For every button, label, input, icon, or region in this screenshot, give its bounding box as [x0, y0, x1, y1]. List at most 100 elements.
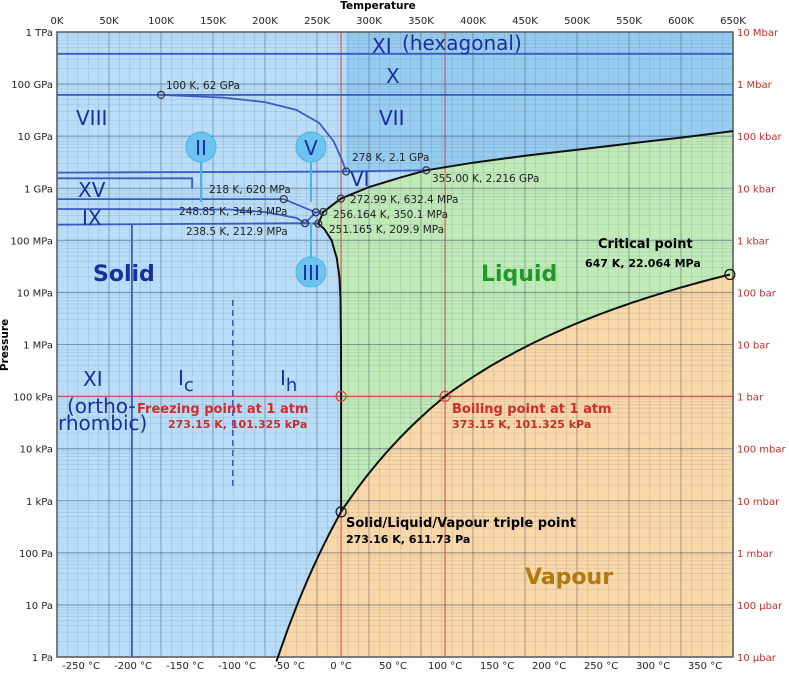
left-tick-label: 10 Pa [25, 601, 53, 612]
boiling-point-marker [439, 390, 451, 402]
phase-label-xi-hexagonal: XI [372, 34, 392, 58]
phase-label-xi-orthorhombic: XI [83, 367, 103, 391]
top-tick-label: 150K [200, 16, 226, 27]
bottom-tick-label: 350 °C [688, 661, 722, 672]
bottom-tick-label: -150 °C [166, 661, 204, 672]
critical-point-title: Critical point [598, 237, 693, 252]
right-tick-label: 1 Mbar [737, 80, 773, 91]
bottom-tick-label: 150 °C [480, 661, 514, 672]
phase-label-vii: VII [379, 106, 404, 130]
top-tick-label: 450K [512, 16, 538, 27]
melting-curve [316, 130, 734, 512]
triple-point-marker [311, 208, 320, 217]
bottom-tick-label: 0 °C [330, 661, 352, 672]
vapour-region [276, 274, 733, 662]
region-label-liquid: Liquid [481, 262, 557, 287]
left-tick-label: 100 kPa [13, 393, 53, 404]
triple-point-marker [336, 194, 346, 203]
freezing-point-marker [335, 390, 347, 402]
phase-label-vi: VI [350, 167, 370, 191]
left-tick-label: 1 kPa [26, 497, 53, 508]
point-label: 251.165 K, 209.9 MPa [329, 224, 444, 236]
triple-point-marker [314, 219, 323, 228]
left-tick-label: 100 GPa [11, 80, 53, 91]
phase-label-iii: III [302, 261, 320, 285]
phase-boundaries [56, 53, 734, 662]
bottom-tick-label: 100 °C [428, 661, 462, 672]
point-markers [156, 90, 736, 518]
ortho-label-1: (ortho- [67, 394, 136, 418]
bottom-tick-label: 300 °C [636, 661, 670, 672]
right-tick-label: 100 bar [737, 288, 777, 299]
bottom-tick-label: 250 °C [584, 661, 618, 672]
boundary-viii-vii [160, 94, 347, 172]
top-tick-label: 300K [356, 16, 382, 27]
right-tick-label: 10 kbar [737, 184, 776, 195]
triple-point-marker [279, 194, 288, 204]
freezing-point-title: Freezing point at 1 atm [137, 402, 309, 417]
top-tick-label: 400K [460, 16, 486, 27]
top-tick-label: 50K [99, 16, 119, 27]
right-tick-label: 10 mbar [737, 497, 780, 508]
freezing-point-label: 273.15 K, 101.325 kPa [168, 418, 307, 431]
right-tick-label: 1 kbar [737, 236, 770, 247]
top-tick-label: 350K [408, 16, 434, 27]
phase-label-hexagonal: (hexagonal) [402, 31, 522, 55]
left-tick-label: 1 MPa [23, 341, 53, 352]
triple-point-label: 273.16 K, 611.73 Pa [346, 533, 470, 546]
right-tick-label: 100 mbar [737, 445, 786, 456]
left-tick-label: 10 MPa [17, 288, 53, 299]
bottom-tick-label: 50 °C [379, 661, 407, 672]
right-tick-label: 10 Mbar [737, 28, 779, 39]
left-tick-label: 10 GPa [18, 132, 53, 143]
phase-label-xv: XV [78, 178, 106, 202]
point-label: 238.5 K, 212.9 MPa [186, 226, 288, 238]
right-tick-label: 1 bar [737, 393, 764, 404]
left-tick-label: 10 kPa [20, 445, 53, 456]
right-tick-label: 1 mbar [737, 549, 774, 560]
right-tick-label: 100 µbar [737, 601, 783, 612]
critical-point-label: 647 K, 22.064 MPa [585, 257, 701, 270]
boundary-xv [57, 177, 194, 189]
triple-point-marker [335, 506, 347, 518]
boiling-point-label: 373.15 K, 101.325 kPa [452, 418, 591, 431]
phase-label-x: X [386, 64, 400, 88]
triple-point-marker [422, 166, 431, 175]
phase-label-v: V [304, 136, 318, 160]
left-tick-label: 1 TPa [26, 28, 53, 39]
boundary-viii-vi [56, 169, 427, 174]
high-pressure-ice-region [340, 32, 733, 172]
point-label: 248.85 K, 344.3 MPa [179, 206, 287, 218]
right-tick-label: 10 µbar [737, 653, 777, 664]
phase-ii-marker: II [185, 131, 217, 202]
triple-point-marker [300, 219, 310, 228]
top-tick-label: 600K [668, 16, 694, 27]
top-tick-label: 0K [51, 16, 64, 27]
liquid-region [318, 131, 733, 512]
region-fills [57, 32, 733, 662]
bottom-tick-label: -250 °C [62, 661, 100, 672]
triple-point-marker [156, 90, 166, 99]
bottom-tick-label: -200 °C [114, 661, 152, 672]
phase-label-ix: IX [82, 206, 102, 230]
bottom-tick-label: -100 °C [218, 661, 256, 672]
phase-label-ih: Ih [280, 366, 297, 396]
y-axis-title: Pressure [0, 319, 11, 371]
phase-v-marker: V [295, 131, 327, 202]
phase-label-ic: Ic [178, 366, 194, 396]
boundary-ii-iii [304, 211, 317, 224]
top-tick-label: 550K [616, 16, 642, 27]
x-axis-title: Temperature [340, 0, 416, 12]
grid [56, 31, 734, 658]
boundary-ix-ii [56, 208, 306, 224]
region-label-vapour: Vapour [525, 565, 613, 590]
left-tick-label: 1 GPa [24, 184, 53, 195]
top-tick-label: 650K [720, 16, 746, 27]
bottom-tick-label: 200 °C [532, 661, 566, 672]
point-label: 355.00 K, 2.216 GPa [432, 173, 539, 185]
top-tick-label: 100K [148, 16, 174, 27]
triple-point-marker [319, 207, 328, 217]
right-tick-label: 10 bar [737, 341, 770, 352]
left-tick-label: 100 Pa [19, 549, 53, 560]
triple-point-marker [342, 167, 351, 176]
